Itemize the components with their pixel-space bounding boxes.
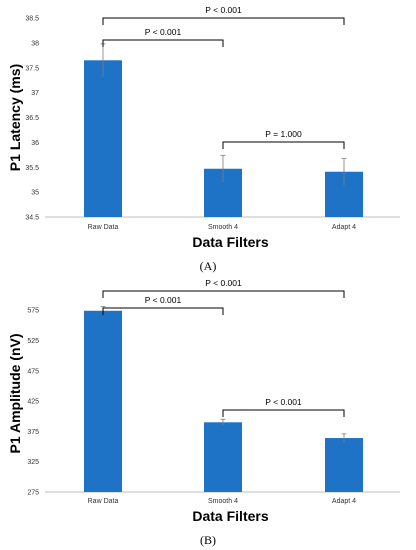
- y-tick-label: 36: [31, 140, 39, 147]
- x-axis-title: Data Filters: [192, 234, 268, 250]
- y-axis-title: P1 Amplitude (nV): [7, 333, 23, 453]
- significance-bracket: [102, 290, 345, 298]
- x-tick-label: Raw Data: [88, 498, 119, 505]
- x-tick-label: Smooth 4: [208, 224, 238, 231]
- x-tick-label: Adapt 4: [332, 224, 356, 231]
- significance-label: P < 0.001: [205, 5, 242, 15]
- significance-label: P < 0.001: [265, 397, 302, 407]
- y-tick-label: 575: [27, 308, 39, 315]
- y-tick-label: 38: [31, 40, 39, 47]
- chart-panel-b: 275 325 375 425 475 525 575 Raw Data Smooth 4 Ada…: [0, 277, 416, 550]
- bar: [84, 60, 122, 217]
- y-tick-label: 38.5: [25, 16, 39, 23]
- x-axis-title: Data Filters: [192, 508, 268, 524]
- x-tick-label: Adapt 4: [332, 498, 356, 505]
- significance-label: P = 1.000: [265, 129, 302, 139]
- y-tick-label: 275: [27, 490, 39, 497]
- y-tick-label: 35: [31, 190, 39, 197]
- y-tick-label: 525: [27, 338, 39, 345]
- panel-label: (A): [200, 259, 217, 273]
- bar: [325, 438, 363, 492]
- y-tick-label: 37: [31, 90, 39, 97]
- amplitude-chart: 275 325 375 425 475 525 575 Raw Data Smooth 4 Ada…: [7, 278, 400, 547]
- significance-bracket: [222, 409, 345, 417]
- chart-panel-a: 34.5 35 35.5 36 36.5 37 37.5 38 38.5 Raw Data Smoo…: [7, 5, 400, 273]
- y-tick-label: 37.5: [25, 65, 39, 72]
- significance-label: P < 0.001: [145, 27, 182, 37]
- y-tick-label: 475: [27, 368, 39, 375]
- y-tick-label: 35.5: [25, 165, 39, 172]
- significance-bracket: [222, 141, 345, 149]
- significance-label: P < 0.001: [205, 278, 242, 288]
- panel-label: (B): [200, 533, 216, 547]
- x-tick-label: Smooth 4: [208, 498, 238, 505]
- y-tick-label: 325: [27, 459, 39, 466]
- y-axis-title: P1 Latency (ms): [7, 64, 23, 171]
- significance-bracket: [102, 39, 224, 47]
- x-tick-label: Raw Data: [88, 224, 119, 231]
- y-tick-label: 34.5: [25, 215, 39, 222]
- significance-label: P < 0.001: [145, 295, 182, 305]
- significance-bracket: [102, 307, 224, 315]
- y-tick-label: 375: [27, 429, 39, 436]
- latency-chart: 34.5 35 35.5 36 36.5 37 37.5 38 38.5 Raw Data Smoo…: [7, 5, 400, 273]
- significance-bracket: [102, 17, 345, 25]
- bar: [204, 422, 242, 492]
- y-tick-label: 36.5: [25, 115, 39, 122]
- bar: [84, 310, 122, 492]
- y-tick-label: 425: [27, 399, 39, 406]
